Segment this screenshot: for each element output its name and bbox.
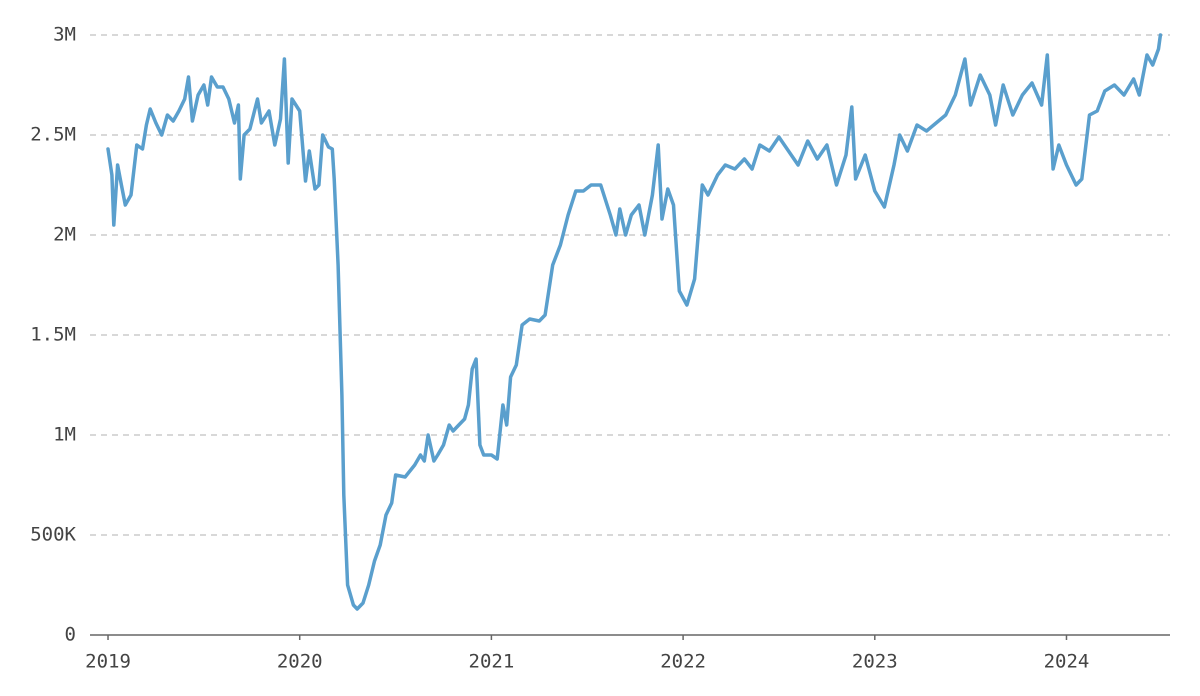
x-tick-label: 2020 (277, 651, 323, 673)
x-tick-label: 2024 (1044, 651, 1090, 673)
data-line (106, 33, 1163, 611)
x-tick-label: 2023 (852, 651, 898, 673)
y-tick-label: 1M (53, 424, 76, 446)
x-tick-label: 2021 (469, 651, 515, 673)
y-tick-label: 0 (65, 624, 76, 646)
y-tick-label: 500K (30, 524, 76, 546)
y-tick-label: 2.5M (30, 124, 76, 146)
y-tick-label: 2M (53, 224, 76, 246)
y-tick-label: 3M (53, 24, 76, 46)
x-tick-label: 2022 (660, 651, 706, 673)
y-tick-label: 1.5M (30, 324, 76, 346)
x-tick-label: 2019 (85, 651, 131, 673)
